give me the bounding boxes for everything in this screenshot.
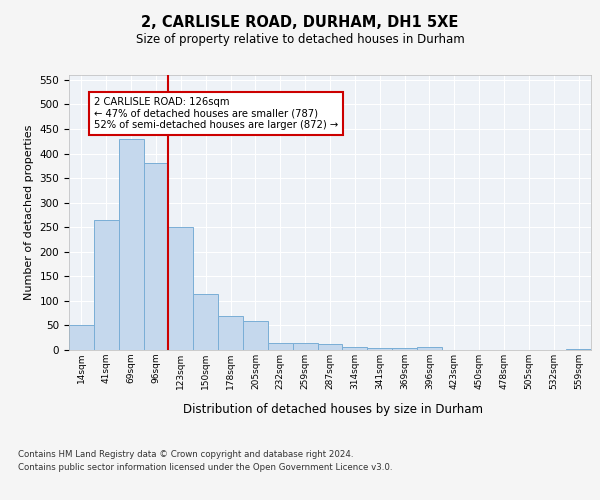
- Bar: [169, 227, 193, 350]
- Bar: [566, 349, 591, 350]
- Bar: [343, 346, 367, 350]
- Y-axis label: Number of detached properties: Number of detached properties: [24, 125, 34, 300]
- Bar: [69, 326, 94, 350]
- Bar: [218, 316, 243, 350]
- Bar: [317, 344, 343, 350]
- Text: Contains public sector information licensed under the Open Government Licence v3: Contains public sector information licen…: [18, 462, 392, 471]
- Bar: [143, 164, 169, 350]
- Bar: [193, 294, 218, 350]
- Text: 2, CARLISLE ROAD, DURHAM, DH1 5XE: 2, CARLISLE ROAD, DURHAM, DH1 5XE: [142, 15, 458, 30]
- Bar: [243, 320, 268, 350]
- Bar: [268, 342, 293, 350]
- Bar: [417, 347, 442, 350]
- Text: Distribution of detached houses by size in Durham: Distribution of detached houses by size …: [183, 402, 483, 415]
- Bar: [94, 220, 119, 350]
- Bar: [392, 348, 417, 350]
- Bar: [367, 348, 392, 350]
- Text: Contains HM Land Registry data © Crown copyright and database right 2024.: Contains HM Land Registry data © Crown c…: [18, 450, 353, 459]
- Bar: [293, 342, 317, 350]
- Bar: [119, 139, 143, 350]
- Text: Size of property relative to detached houses in Durham: Size of property relative to detached ho…: [136, 32, 464, 46]
- Text: 2 CARLISLE ROAD: 126sqm
← 47% of detached houses are smaller (787)
52% of semi-d: 2 CARLISLE ROAD: 126sqm ← 47% of detache…: [94, 97, 338, 130]
